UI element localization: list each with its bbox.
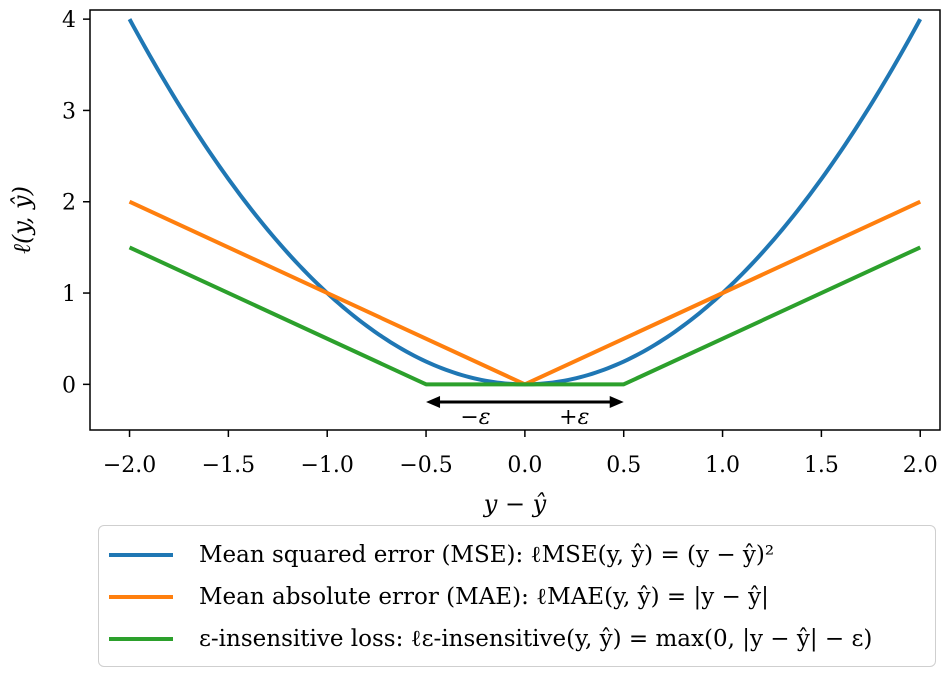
- x-tick-label: 0.0: [507, 453, 542, 478]
- epsilon-arrow-head-right: [609, 396, 624, 408]
- legend-entry-mae: Mean absolute error (MAE): ℓMAE(y, ŷ) = …: [109, 576, 935, 618]
- x-tick-label: −1.0: [300, 453, 353, 478]
- y-tick-label: 3: [62, 99, 76, 124]
- series-line-eps: [128, 245, 922, 387]
- tick-layer: −2.0 −1.5 −1.0 −0.5 0.0 0.5 1.0 1.5 2.0 0 1 2 3 4: [62, 8, 938, 478]
- epsilon-annotation: −ε +ε: [426, 396, 624, 430]
- legend-label-eps: ε-insensitive loss: ℓε-insensitive(y, ŷ)…: [199, 626, 873, 652]
- loss-function-chart: −ε +ε −2.0 −1.5 −1.0 −0.5 0.0 0.5 1.0 1.5 2.0 0 1 2 3…: [8, 8, 941, 518]
- legend-swatch-eps: [109, 637, 173, 641]
- legend-entry-eps: ε-insensitive loss: ℓε-insensitive(y, ŷ)…: [109, 618, 935, 660]
- plot-frame: [89, 9, 941, 431]
- x-tick-label: 1.5: [804, 453, 839, 478]
- y-tick-label: 2: [62, 191, 76, 216]
- legend-entry-mse: Mean squared error (MSE): ℓMSE(y, ŷ) = (…: [109, 534, 935, 576]
- y-tick-label: 4: [62, 8, 76, 33]
- legend-swatch-mae: [109, 595, 173, 599]
- legend-swatch-mse: [109, 553, 173, 557]
- legend-label-mae: Mean absolute error (MAE): ℓMAE(y, ŷ) = …: [199, 584, 769, 610]
- legend: Mean squared error (MSE): ℓMSE(y, ŷ) = (…: [98, 525, 936, 667]
- x-tick-label: −1.5: [202, 453, 255, 478]
- y-tick-label: 0: [62, 373, 76, 398]
- x-tick-label: −0.5: [399, 453, 452, 478]
- legend-label-mse: Mean squared error (MSE): ℓMSE(y, ŷ) = (…: [199, 542, 775, 568]
- x-axis-label: y − ŷ: [483, 490, 547, 518]
- series-line-mse: [127, 18, 922, 387]
- y-axis-label: ℓ(y, ŷ): [8, 186, 36, 254]
- x-tick-label: 2.0: [903, 453, 938, 478]
- series-line-mae: [128, 199, 922, 387]
- x-tick-label: 0.5: [606, 453, 641, 478]
- x-tick-label: 1.0: [705, 453, 740, 478]
- minus-epsilon-label: −ε: [460, 405, 490, 430]
- epsilon-arrow-head-left: [426, 396, 441, 408]
- x-tick-label: −2.0: [103, 453, 156, 478]
- series-layer: [127, 18, 922, 387]
- plus-epsilon-label: +ε: [559, 405, 589, 430]
- y-tick-label: 1: [62, 282, 76, 307]
